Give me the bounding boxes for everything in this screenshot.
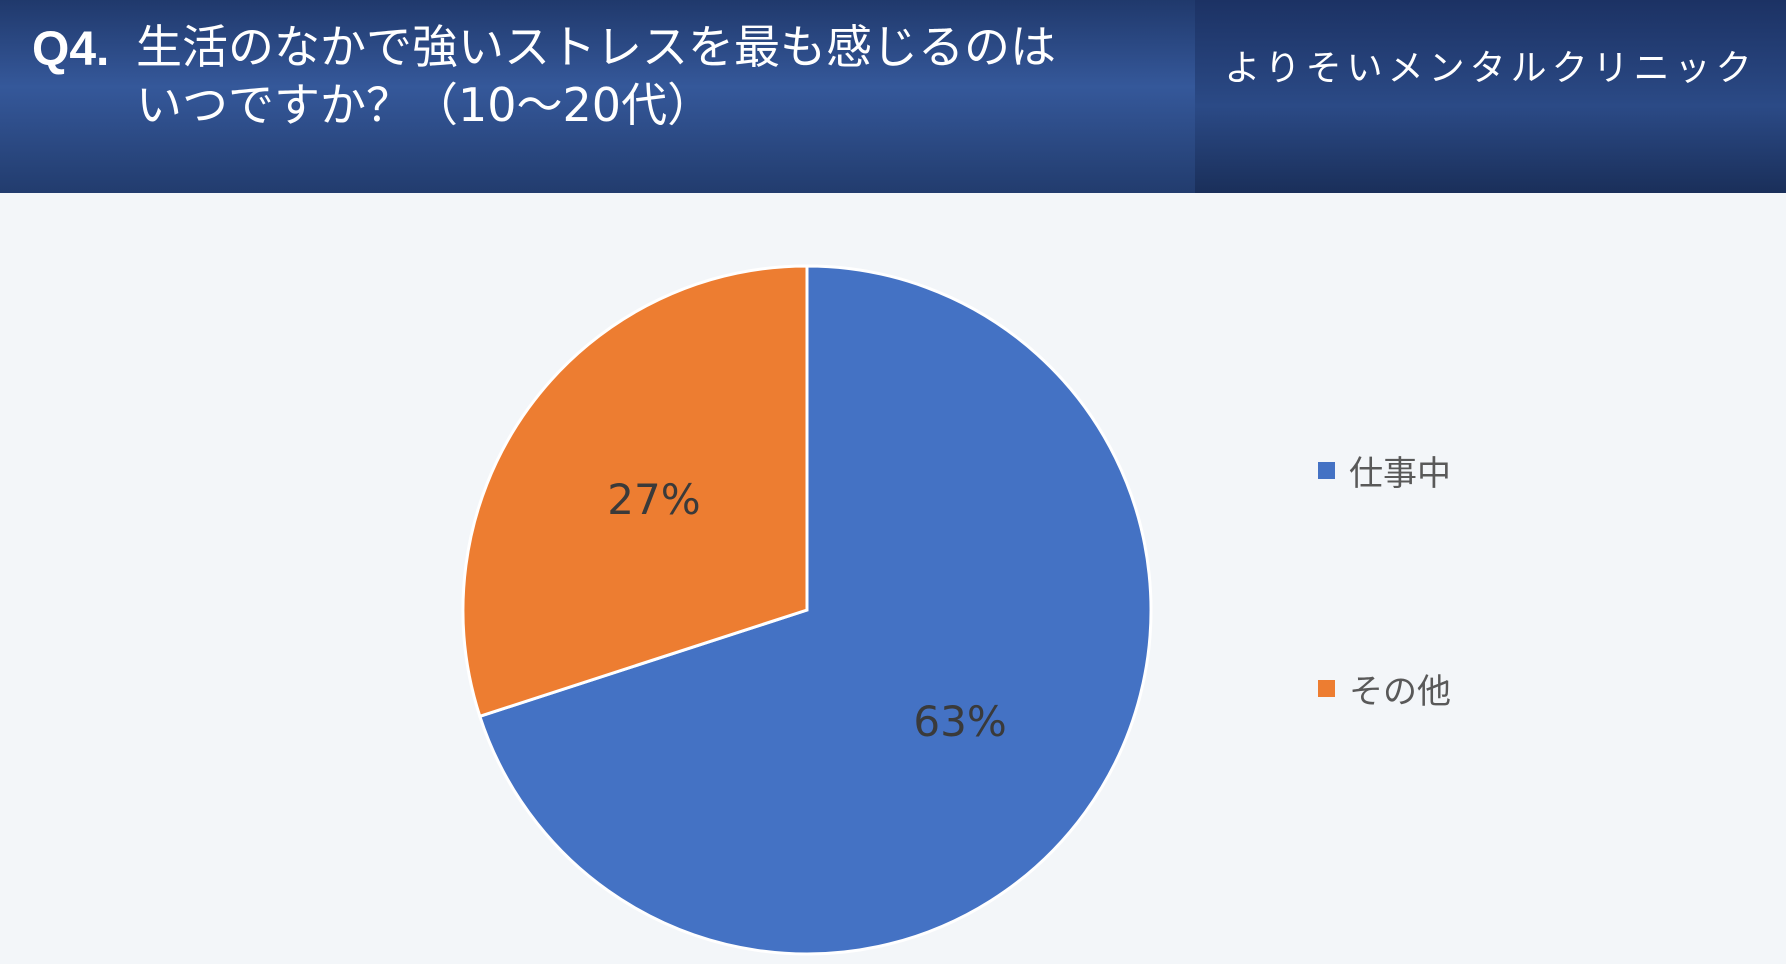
header-banner: Q4. 生活のなかで強いストレスを最も感じるのは いつですか？（10〜20代） … [0, 0, 1786, 193]
question-number: Q4. [32, 23, 110, 76]
pie-slice-other [461, 264, 809, 719]
legend-label-other: その他 [1349, 671, 1451, 712]
legend-label-work: 仕事中 [1349, 453, 1451, 494]
brand-panel [1195, 0, 1786, 193]
question-title: 生活のなかで強いストレスを最も感じるのは いつですか？（10〜20代） [136, 18, 1186, 134]
legend-swatch-work [1318, 461, 1335, 479]
legend-swatch-other [1318, 679, 1335, 697]
title-panel [0, 0, 1195, 193]
slice-label-other: 27% [607, 475, 700, 524]
legend: 仕事中 その他 [1318, 445, 1451, 713]
pie-slice-work [477, 264, 1153, 956]
question-line-1: 生活のなかで強いストレスを最も感じるのは [136, 20, 1056, 74]
pie-chart: 63% 27% [461, 264, 1153, 956]
legend-item-work: 仕事中 [1318, 445, 1451, 495]
legend-item-other: その他 [1318, 663, 1451, 713]
clinic-name: よりそいメンタルクリニック [1224, 48, 1757, 89]
question-line-2: いつですか？（10〜20代） [136, 78, 714, 132]
slice-label-work: 63% [913, 697, 1006, 746]
